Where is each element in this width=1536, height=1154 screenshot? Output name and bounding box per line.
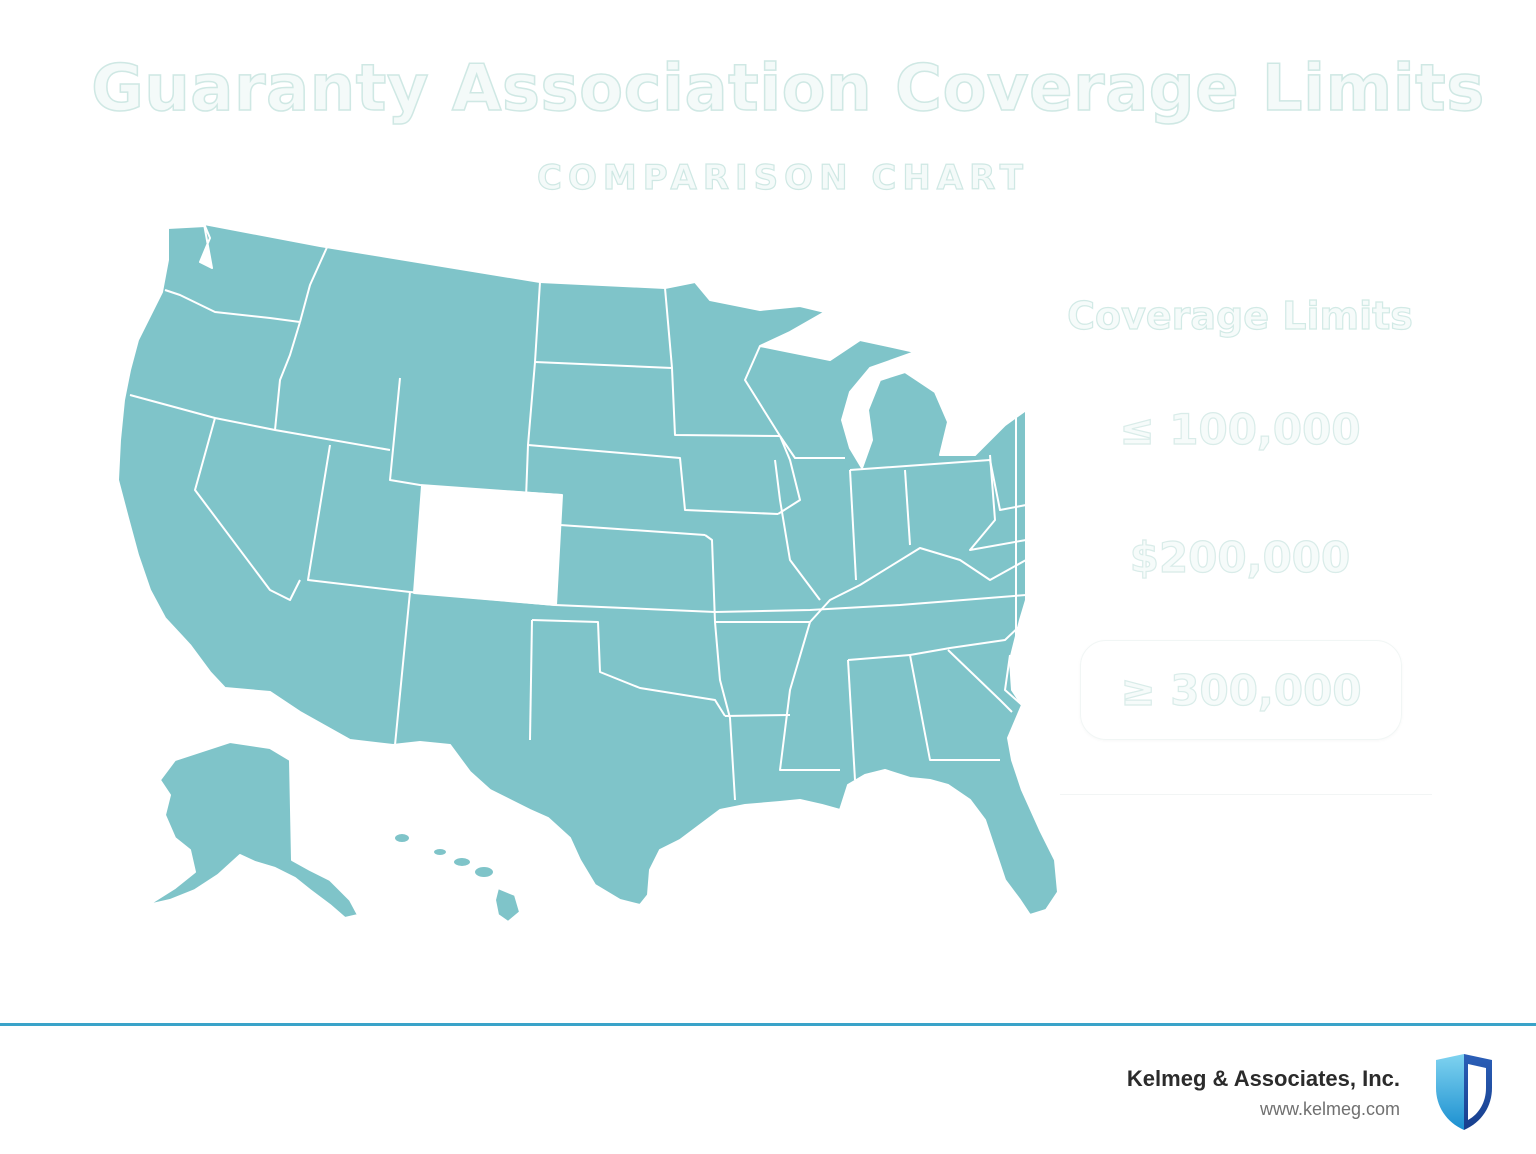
us-mainland xyxy=(117,223,1059,916)
state-alaska xyxy=(147,741,359,919)
legend-title: Coverage Limits xyxy=(1067,293,1414,338)
company-website[interactable]: www.kelmeg.com xyxy=(1259,1099,1400,1119)
legend-divider xyxy=(1060,794,1432,795)
state-colorado xyxy=(413,485,563,606)
footer-divider xyxy=(0,1023,1536,1026)
legend-item-high: ≥ 300,000 xyxy=(1080,640,1402,740)
company-name: Kelmeg & Associates, Inc. xyxy=(1126,1066,1400,1091)
state-hawaii xyxy=(393,832,521,923)
us-map xyxy=(90,215,1070,935)
page-subtitle: COMPARISON CHART xyxy=(536,157,1029,198)
shield-icon xyxy=(1434,1054,1494,1130)
legend-item-mid: $200,000 xyxy=(1129,532,1351,582)
legend-item-low: ≤ 100,000 xyxy=(1119,404,1361,454)
page-title: Guaranty Association Coverage Limits xyxy=(90,51,1485,127)
